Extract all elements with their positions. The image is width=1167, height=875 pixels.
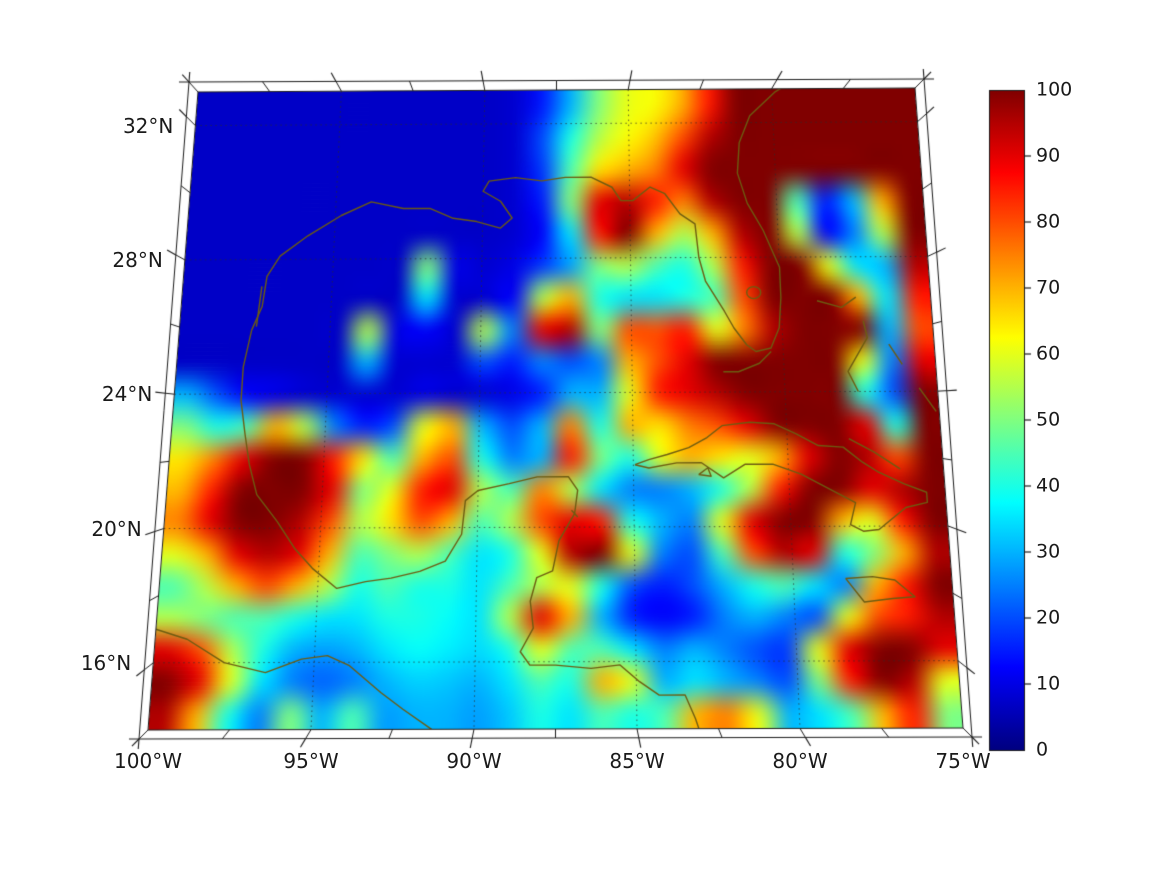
colorbar-tick-label: 70: [1036, 276, 1061, 299]
colorbar-tick-label: 40: [1036, 474, 1061, 497]
x-axis-tick-label: 75°W: [935, 749, 991, 773]
x-axis-tick-label: 90°W: [446, 749, 502, 773]
colorbar-tick-label: 100: [1036, 78, 1073, 101]
y-axis-tick-label: 16°N: [80, 650, 132, 675]
colorbar-tick-label: 0: [1036, 738, 1049, 761]
colorbar-tick-label: 90: [1036, 144, 1061, 167]
colorbar-tick-label: 60: [1036, 342, 1061, 365]
x-axis-tick-label: 80°W: [772, 749, 828, 773]
x-axis-tick-label: 95°W: [283, 749, 339, 773]
x-axis-tick-label: 100°W: [114, 749, 182, 773]
colorbar-tick-label: 80: [1036, 210, 1061, 233]
y-axis-tick-label: 32°N: [122, 113, 174, 138]
y-axis-tick-label: 24°N: [101, 382, 153, 407]
y-axis-tick-label: 20°N: [91, 516, 142, 541]
colorbar-tick-label: 50: [1036, 408, 1061, 431]
colorbar-tick-label: 20: [1036, 606, 1061, 629]
x-axis-tick-label: 85°W: [609, 749, 665, 773]
colorbar-tick-label: 10: [1036, 672, 1061, 695]
y-axis-tick-label: 28°N: [112, 247, 163, 272]
colorbar-tick-label: 30: [1036, 540, 1061, 563]
